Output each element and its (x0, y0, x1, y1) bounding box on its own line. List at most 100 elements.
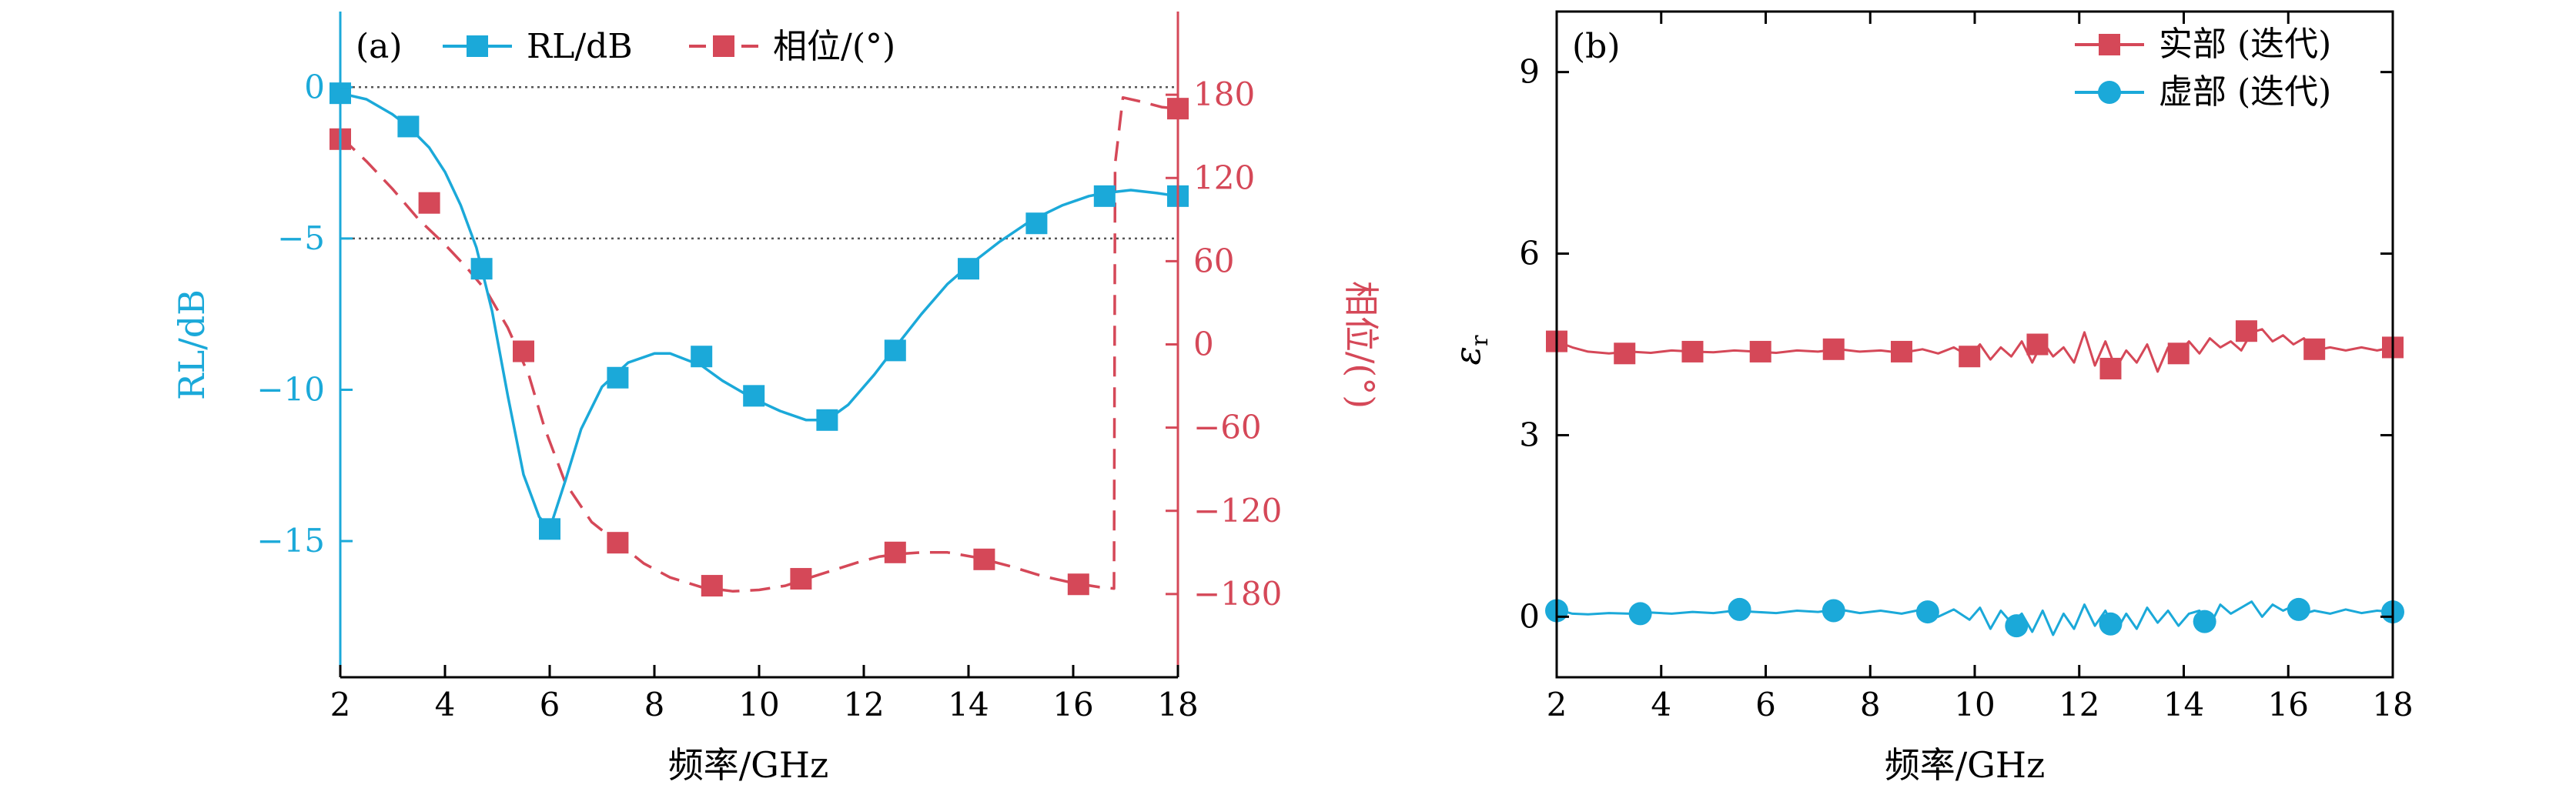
phase-series (330, 95, 1189, 597)
real-part-marker (2303, 338, 2326, 360)
rl-marker (539, 518, 560, 540)
legend-label-imag: 虚部 (迭代) (2159, 72, 2331, 112)
rl-marker (607, 366, 629, 389)
y-tick-label: 0 (1519, 597, 1540, 635)
x-tick-label: 8 (644, 686, 665, 723)
real-part-marker (1749, 340, 1771, 362)
real-part-marker (1890, 340, 1912, 362)
x-tick-label: 10 (1954, 686, 1995, 723)
legend: 实部 (迭代) 虚部 (迭代) (2075, 25, 2331, 112)
x-tick-label: 10 (738, 686, 779, 723)
rl-marker (470, 258, 493, 280)
x-tick-label: 18 (1157, 686, 1198, 723)
legend-label-phase: 相位/(°) (773, 27, 895, 66)
phase-marker (701, 575, 723, 597)
phase-marker (418, 192, 440, 214)
x-axis-title: 频率/GHz (668, 744, 829, 786)
y-axis-title-left: RL/dB (171, 289, 212, 400)
x-tick-label: 8 (1860, 686, 1881, 723)
legend-label-rl: RL/dB (527, 27, 633, 66)
x-tick-label: 4 (1651, 686, 1671, 723)
legend: RL/dB 相位/(°) (443, 27, 895, 66)
imag-part-marker (2287, 597, 2310, 621)
rl-marker (397, 115, 420, 138)
legend-marker-real (2099, 34, 2120, 55)
phase-line (339, 95, 1179, 593)
imag-part-marker (2099, 612, 2123, 636)
rl-marker (1093, 185, 1116, 207)
x-tick-label: 2 (330, 686, 351, 723)
x-tick-label: 4 (435, 686, 456, 723)
y-tick-label: 9 (1519, 53, 1540, 91)
rl-marker (884, 339, 906, 362)
y-tick-label-right: 120 (1193, 159, 1255, 196)
rl-marker (816, 409, 838, 431)
x-axis-ticks: 2 4 6 8 10 12 14 16 18 (330, 665, 1199, 723)
imag-part-line (1556, 600, 2394, 636)
x-axis-ticks: 2 4 6 8 10 12 14 16 18 (1547, 12, 2414, 723)
x-tick-label: 12 (2059, 686, 2099, 723)
x-tick-label: 14 (2163, 686, 2204, 723)
imag-part-marker (1628, 602, 1652, 626)
phase-marker (1067, 573, 1089, 596)
x-tick-label: 18 (2372, 686, 2413, 723)
real-part-marker (2167, 342, 2190, 365)
y-tick-label: 6 (1519, 235, 1540, 272)
phase-marker (790, 568, 812, 590)
y-axis-title-right: 相位/(°) (1340, 281, 1382, 409)
real-part-marker (1822, 338, 1845, 360)
imag-part-marker (2005, 614, 2029, 638)
phase-marker (513, 340, 534, 362)
phase-marker (607, 532, 629, 554)
y-tick-label: 0 (304, 68, 325, 105)
panel-label: (b) (1572, 27, 1621, 66)
imag-part-marker (2193, 610, 2216, 633)
y-axis-ticks-left: 0 −5 −10 −15 (256, 68, 353, 560)
legend-marker-rl (467, 35, 488, 57)
reference-lines (340, 86, 1178, 240)
y-tick-label-right: 0 (1193, 326, 1214, 363)
y-tick-label: −5 (277, 219, 325, 257)
y-axis-ticks: 0 3 6 9 (1519, 53, 2393, 635)
imag-part-marker (1915, 600, 1939, 624)
legend-label-real: 实部 (迭代) (2159, 25, 2331, 64)
y-tick-label: −10 (256, 370, 325, 408)
rl-marker (958, 258, 979, 280)
y-tick-label: −15 (256, 522, 325, 560)
legend-marker-imag (2098, 81, 2121, 104)
real-part-marker (2026, 333, 2049, 356)
real-part-series (1546, 320, 2404, 379)
real-part-marker (1614, 342, 1636, 365)
phase-marker (973, 548, 995, 570)
x-tick-label: 6 (540, 686, 560, 723)
rl-marker (691, 346, 713, 368)
rl-marker (743, 385, 765, 407)
y-tick-label-right: −180 (1193, 575, 1282, 613)
rl-marker (1025, 212, 1048, 235)
x-tick-label: 16 (2268, 686, 2309, 723)
real-part-marker (2099, 357, 2122, 379)
x-tick-label: 12 (843, 686, 884, 723)
real-part-marker (2235, 320, 2257, 342)
y-tick-label: 3 (1519, 416, 1540, 453)
x-tick-label: 2 (1547, 686, 1567, 723)
x-tick-label: 6 (1755, 686, 1776, 723)
y-axis-ticks-right: 180 120 60 0 −60 −120 −180 (1166, 75, 1282, 613)
real-part-marker (1959, 346, 1981, 368)
imag-part-marker (1822, 599, 1845, 623)
y-tick-label-right: 180 (1193, 75, 1255, 113)
panel-a-chart: 2 4 6 8 10 12 14 16 18 0 −5 −10 −15 180 120 60 0 −60 −12… (171, 12, 1382, 786)
y-tick-label-right: 60 (1193, 242, 1234, 279)
x-tick-label: 14 (948, 686, 989, 723)
real-part-marker (1681, 340, 1704, 362)
y-tick-label-right: −60 (1193, 409, 1262, 446)
rl-series (330, 82, 1189, 540)
panel-label: (a) (356, 27, 403, 66)
legend-marker-phase (713, 35, 734, 57)
imag-part-marker (1728, 597, 1751, 621)
x-tick-label: 16 (1052, 686, 1093, 723)
y-tick-label-right: −120 (1193, 492, 1282, 529)
x-axis-title: 频率/GHz (1885, 744, 2046, 786)
